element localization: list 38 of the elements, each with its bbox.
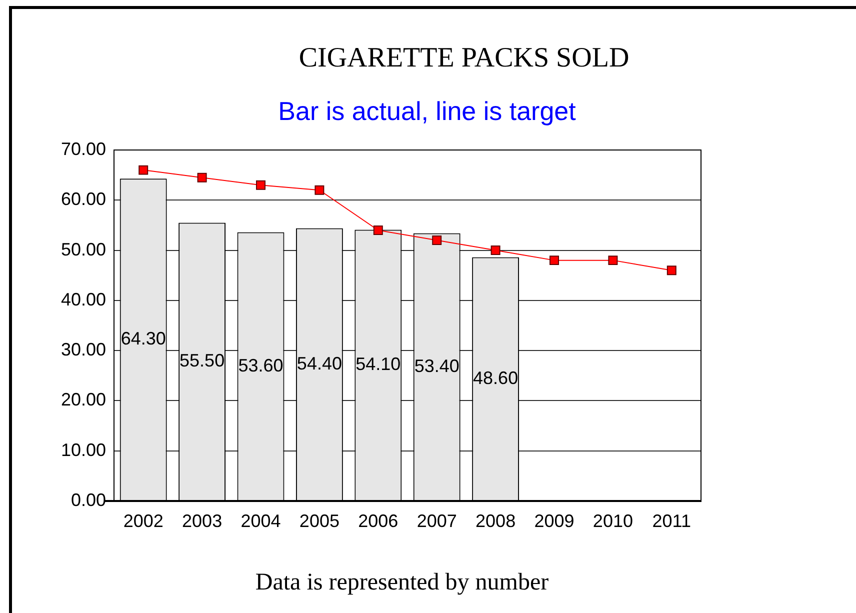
point [314,185,324,195]
x-tick-label: 2005 [299,510,340,531]
point [197,172,207,182]
text: Data is represented by number [255,569,549,596]
point [666,266,676,276]
x-tick-label: 2010 [592,510,633,531]
chart-title: CIGARETTE PACKS SOLD [298,42,630,74]
x-tick-label: 2011 [652,510,692,531]
data-label: 53.40 [414,356,460,376]
point [432,236,442,245]
chart-subtitle: Bar is actual, line is target [278,96,577,126]
y-tick-label: 0.00 [70,490,106,510]
y-tick-label: 20.00 [60,390,106,410]
y-tick-label: 40.00 [60,289,106,310]
data-label: 64.30 [120,328,166,349]
y-tick-label: 10.00 [60,440,106,460]
x-tick-label: 2002 [123,510,164,531]
data-label: 48.60 [473,368,518,388]
data-label: 53.60 [238,355,284,376]
y-tick-label: 30.00 [60,340,106,360]
y-tick-label: 50.00 [60,239,106,260]
y-tick-label: 70.00 [60,138,106,159]
x-tick-label: 2009 [534,510,574,531]
data-label: 54.40 [296,353,342,374]
point [138,165,148,175]
y-tick-label: 60.00 [60,189,106,210]
data-label: 54.10 [356,354,401,374]
point [256,180,266,190]
data-label: 55.50 [180,350,225,371]
x-tick-label: 2004 [240,510,281,531]
point [550,256,559,266]
point [490,246,500,256]
x-tick-label: 2003 [182,510,222,531]
x-tick-label: 2006 [358,510,398,531]
x-tick-label: 2007 [416,510,457,531]
x-tick-label: 2008 [476,510,516,531]
point [608,256,618,266]
point [373,225,383,235]
